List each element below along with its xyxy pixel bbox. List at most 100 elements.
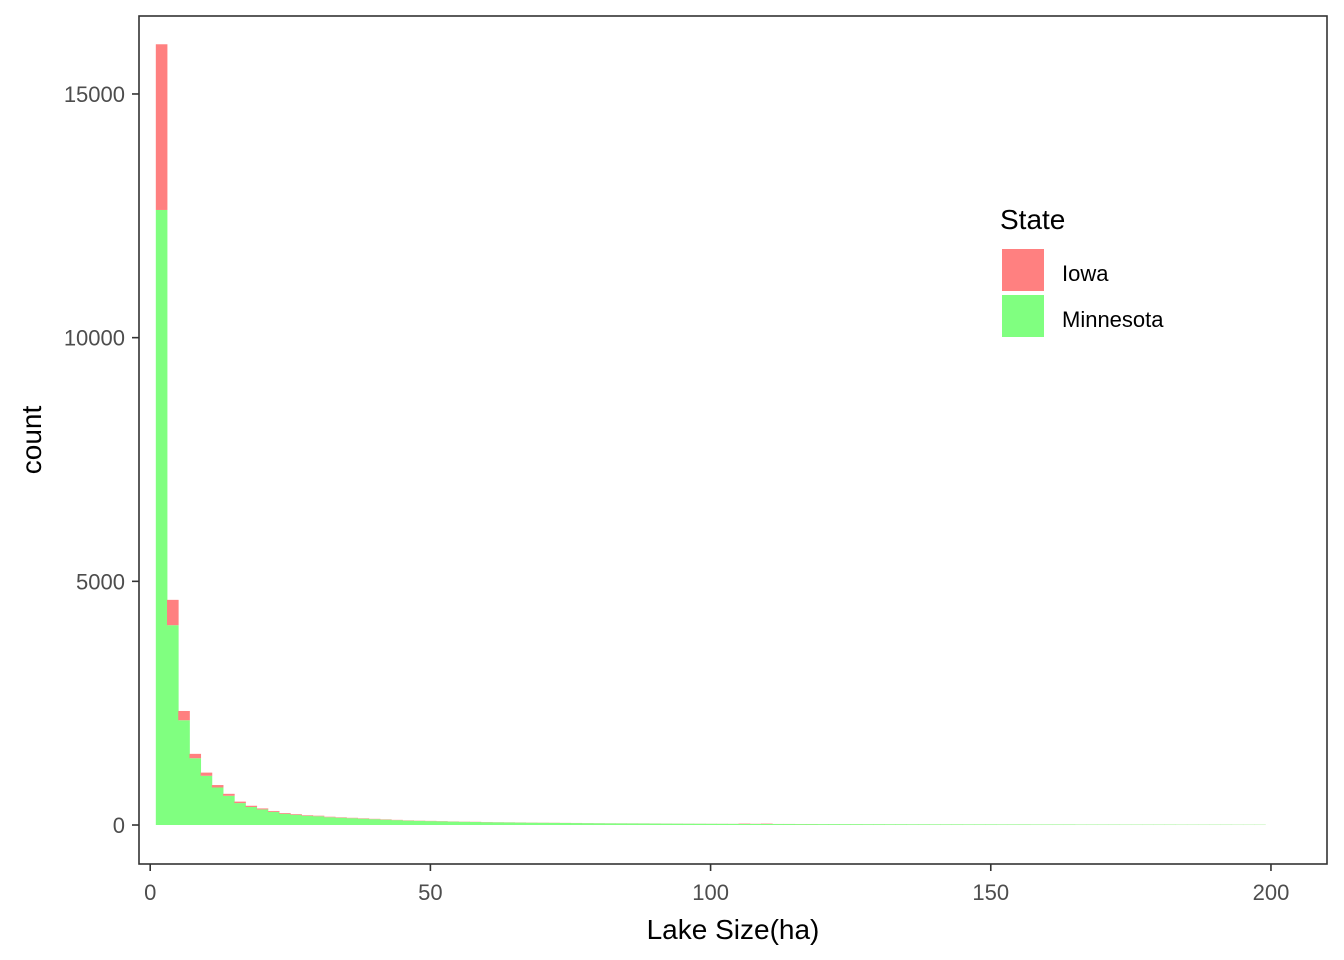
bar-minnesota [458,821,471,826]
bar-minnesota [234,803,246,826]
bar-minnesota [525,822,538,826]
bar-minnesota [906,824,919,826]
bar-minnesota [436,821,448,826]
bar-minnesota [178,720,190,826]
bar-iowa [312,815,325,817]
bar-minnesota [996,824,1008,826]
bar-minnesota [570,823,583,826]
bar-minnesota [581,823,594,826]
bar-minnesota [660,823,672,826]
y-tick-label: 15000 [64,82,125,107]
bar-minnesota [839,824,852,826]
bar-minnesota [929,824,941,826]
bar-minnesota [492,822,504,826]
bar-iowa [167,599,179,626]
bar-minnesota [189,758,202,826]
bar-minnesota [447,821,459,826]
y-axis: 0 5000 10000 15000 [64,82,139,838]
bars-layer [155,44,1266,826]
bar-minnesota [895,824,908,826]
bar-iowa [245,805,258,807]
bar-minnesota [738,823,751,826]
bar-minnesota [223,795,235,826]
bar-minnesota [682,823,695,826]
bar-minnesota [155,209,168,826]
y-tick-label: 10000 [64,326,125,351]
bar-minnesota [884,824,896,826]
bar-iowa [279,813,291,814]
bar-minnesota [368,819,381,826]
bar-minnesota [805,824,818,826]
legend-label-iowa: Iowa [1062,261,1109,286]
legend-title: State [1000,204,1065,235]
bar-minnesota [817,824,829,826]
x-tick-label: 150 [972,880,1009,905]
y-axis-title: count [16,406,47,475]
bar-minnesota [480,822,493,826]
bar-minnesota [346,818,358,826]
bar-minnesota [828,824,840,826]
plot-background [139,16,1327,864]
bar-minnesota [424,821,437,826]
bar-minnesota [917,824,930,826]
bar-minnesota [413,820,426,826]
legend-label-minnesota: Minnesota [1062,307,1164,332]
bar-minnesota [985,824,997,826]
bar-minnesota [200,775,213,826]
x-tick-label: 50 [418,880,442,905]
y-tick-label: 0 [113,813,125,838]
bar-minnesota [514,822,527,826]
bar-minnesota [211,787,224,826]
bar-minnesota [850,824,863,826]
bar-minnesota [357,818,370,826]
bar-minnesota [962,824,975,826]
bar-minnesota [536,822,549,826]
x-tick-label: 100 [692,880,729,905]
bar-minnesota [256,809,269,826]
bar-iowa [267,810,280,812]
legend-swatch-minnesota [1002,295,1044,337]
bar-minnesota [671,823,683,826]
bar-iowa [189,753,202,759]
legend: State Iowa Minnesota [1000,204,1164,337]
bar-minnesota [940,824,952,826]
bar-minnesota [727,823,740,826]
bar-iowa [223,793,235,796]
bar-minnesota [245,806,258,826]
bar-minnesota [323,817,336,826]
bar-minnesota [1018,824,1031,826]
bar-iowa [200,772,213,776]
bar-minnesota [951,824,964,826]
bar-minnesota [312,816,325,826]
bar-minnesota [761,823,773,826]
bar-minnesota [391,820,403,826]
y-tick-label: 5000 [76,569,125,594]
bar-iowa [178,710,190,721]
bar-minnesota [279,813,291,826]
bar-minnesota [503,822,515,826]
bar-minnesota [167,625,179,826]
bar-minnesota [749,823,762,826]
bar-minnesota [794,824,807,826]
bar-minnesota [290,814,302,826]
bar-minnesota [693,823,706,826]
x-tick-label: 200 [1253,880,1290,905]
bar-minnesota [267,811,280,826]
bar-minnesota [873,824,885,826]
x-axis-title: Lake Size(ha) [647,914,820,945]
bar-minnesota [469,821,482,826]
bar-minnesota [604,823,616,826]
x-tick-label: 0 [144,880,156,905]
bar-minnesota [861,824,874,826]
bar-minnesota [379,819,392,826]
bar-minnesota [301,815,314,826]
bar-minnesota [592,823,605,826]
bar-minnesota [626,823,639,826]
bar-iowa [211,785,224,788]
plot-panel-border [138,15,1328,865]
bar-minnesota [615,823,627,826]
bar-minnesota [335,817,347,826]
bar-minnesota [783,824,796,826]
bar-minnesota [973,824,986,826]
bar-iowa [301,815,314,816]
